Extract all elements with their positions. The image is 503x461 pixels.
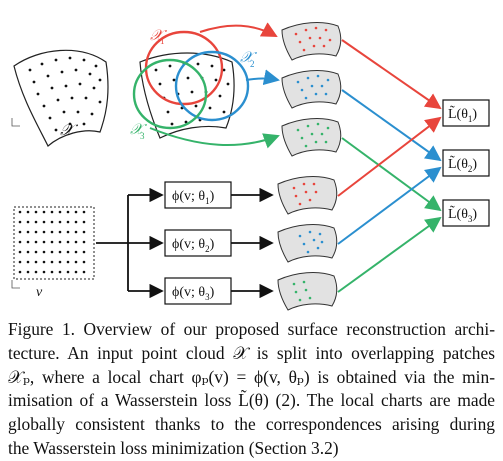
chart-box-3-text: ϕ(v; θ <box>172 285 205 300</box>
loss-box-1-sub: 1 <box>468 114 473 124</box>
arrow-green-patch <box>149 127 280 149</box>
patch-label-1-sub: 1 <box>160 36 165 46</box>
svg-text:ϕ(v; θ1): ϕ(v; θ1) <box>172 189 215 206</box>
chart-box-2-text: ϕ(v; θ <box>172 237 205 252</box>
chart-box-1-sub: 1 <box>205 196 210 206</box>
caption-line-1: Figure 1. Overview of our proposed surfa… <box>8 319 495 339</box>
arrow-blue-top-loss2 <box>341 89 442 162</box>
patch-label-1: 𝒳 <box>150 28 167 44</box>
arrow-red-top-loss1 <box>341 39 442 110</box>
patch-surfaces-top <box>281 22 342 157</box>
loss-box-3-sub: 3 <box>468 214 473 224</box>
caption-line-6: the Wasserstein loss minimization (Secti… <box>8 437 339 458</box>
parameter-domain: v <box>11 206 95 300</box>
loss-box-1: L̃(θ1) <box>442 99 490 127</box>
arrow-red-bottom-loss1 <box>337 116 442 197</box>
reconstructed-surfaces <box>277 176 338 311</box>
chart-box-2-close: ) <box>210 237 215 252</box>
caption-line-5: globally consistent thanks to the corres… <box>8 414 495 435</box>
svg-text:L̃(θ3): L̃(θ3) <box>448 205 477 224</box>
chart-box-3-sub: 3 <box>205 292 210 302</box>
chart-box-3: ϕ(v; θ3) <box>164 277 232 305</box>
svg-text:L̃(θ1): L̃(θ1) <box>448 105 477 124</box>
loss-box-3-text: L̃(θ <box>448 205 468 222</box>
loss-box-2-close: ) <box>472 157 477 172</box>
loss-box-3: L̃(θ3) <box>442 199 490 227</box>
chart-box-2-sub: 2 <box>205 244 210 254</box>
patch-decomposition: 𝒳 1 𝒳 2 𝒳 3 <box>130 28 257 141</box>
patch-label-2-sub: 2 <box>250 59 255 69</box>
loss-box-2-sub: 2 <box>468 164 473 174</box>
input-cloud-label: 𝒳 <box>60 122 79 139</box>
svg-text:ϕ(v; θ2): ϕ(v; θ2) <box>172 237 215 254</box>
loss-box-3-close: ) <box>472 207 477 222</box>
loss-box-1-text: L̃(θ <box>448 105 468 122</box>
loss-box-1-close: ) <box>472 107 477 122</box>
patch-green-circle <box>132 58 208 130</box>
arrow-blue-bottom-loss2 <box>337 166 442 245</box>
param-domain-label: v <box>36 285 43 300</box>
svg-text:L̃(θ2): L̃(θ2) <box>448 155 477 174</box>
chart-box-1-text: ϕ(v; θ <box>172 189 205 204</box>
patch-label-3: 𝒳 <box>130 122 147 138</box>
loss-box-2: L̃(θ2) <box>442 149 490 177</box>
branch-arrows <box>96 187 164 299</box>
chart-box-3-close: ) <box>210 285 215 300</box>
chart-box-1: ϕ(v; θ1) <box>164 181 232 209</box>
arrow-red-patch <box>199 22 278 37</box>
input-point-cloud: 𝒳 <box>11 49 109 147</box>
svg-text:ϕ(v; θ3): ϕ(v; θ3) <box>172 285 215 302</box>
arrow-green-top-loss3 <box>341 137 442 212</box>
caption-line-4: imisation of a Wasserstein loss L̃(θ) (2… <box>8 390 495 411</box>
patch-label-2: 𝒳 <box>240 50 257 66</box>
chart-output-arrows <box>231 187 274 299</box>
arrow-green-bottom-loss3 <box>337 216 442 293</box>
chart-box-1-close: ) <box>210 189 215 204</box>
figure-caption: Figure 1. Overview of our proposed surfa… <box>8 318 495 461</box>
arrow-blue-patch <box>245 69 280 86</box>
overview-figure: 𝒳 𝒳 1 𝒳 2 𝒳 3 <box>11 22 490 311</box>
loss-box-2-text: L̃(θ <box>448 155 468 172</box>
chart-box-2: ϕ(v; θ2) <box>164 229 232 257</box>
caption-line-3: 𝒳ₚ, where a local chart φₚ(v) = ϕ(v, θₚ)… <box>8 366 495 387</box>
patch-label-3-sub: 3 <box>140 131 145 141</box>
patch-blue-circle <box>174 50 250 122</box>
caption-line-2: tecture. An input point cloud 𝒳 is split… <box>8 342 495 363</box>
